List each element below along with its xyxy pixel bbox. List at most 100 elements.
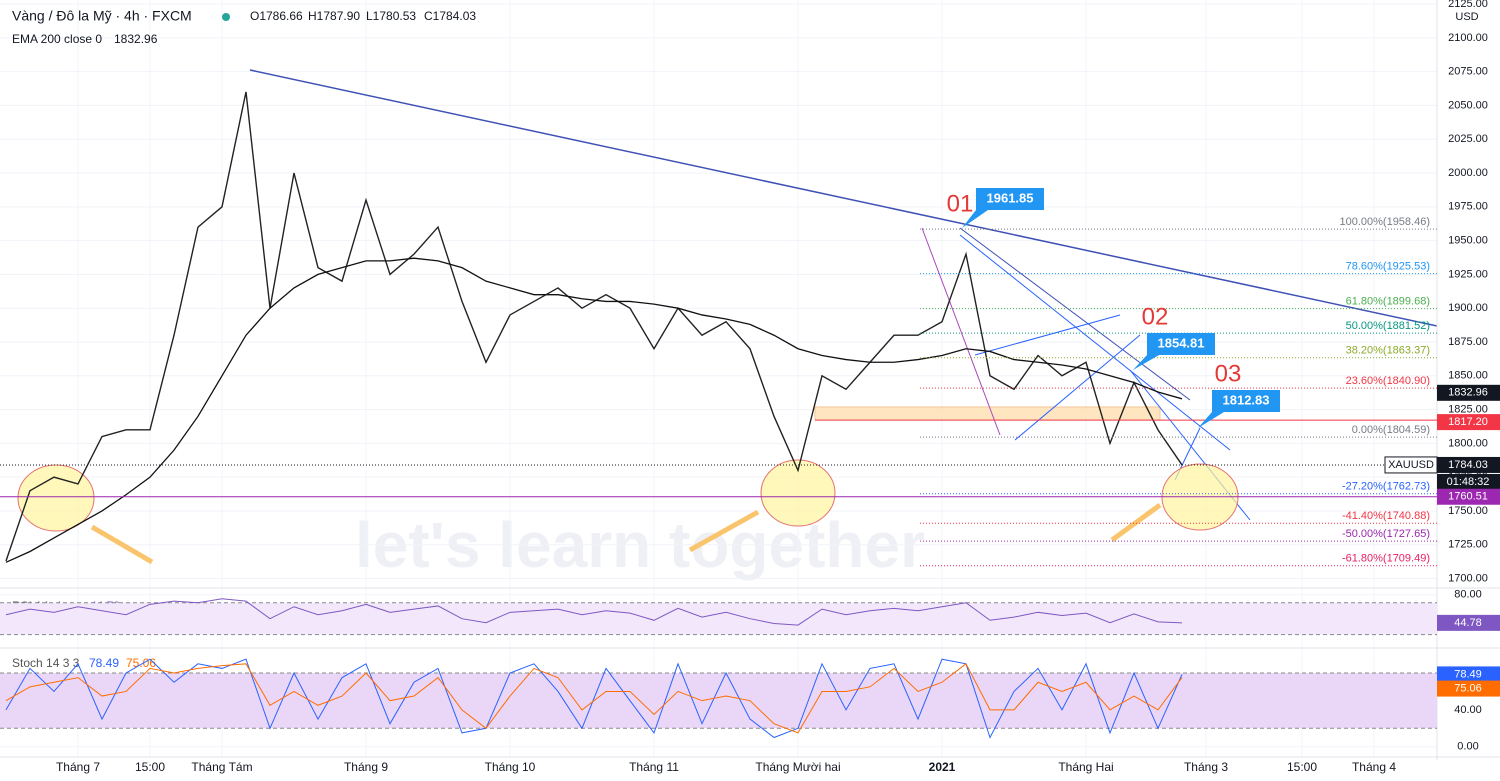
x-tick-label: Tháng Tám bbox=[191, 760, 252, 774]
trendline bbox=[959, 227, 1191, 401]
arrow bbox=[90, 524, 154, 565]
y-tick-label: 40.00 bbox=[1454, 704, 1482, 716]
fib-label: 61.80%(1899.68) bbox=[1346, 296, 1430, 308]
y-tick-label: 2075.00 bbox=[1448, 66, 1488, 78]
ohlc-value: C1784.03 bbox=[424, 9, 476, 23]
y-tick-label: 1900.00 bbox=[1448, 302, 1488, 314]
arrow bbox=[688, 509, 760, 553]
callout-label: 1854.81 bbox=[1158, 335, 1205, 350]
fib-label: -61.80%(1709.49) bbox=[1342, 553, 1430, 565]
currency: USD bbox=[1455, 11, 1478, 23]
fib-label: 23.60%(1840.90) bbox=[1346, 375, 1430, 387]
callout-box bbox=[1198, 390, 1280, 428]
ema-legend: EMA 200 close 0 bbox=[12, 32, 102, 46]
arrow bbox=[959, 234, 1231, 451]
price-tag-label: 1817.20 bbox=[1448, 416, 1488, 428]
arrow bbox=[974, 314, 1121, 356]
x-tick-label: Tháng 11 bbox=[629, 760, 679, 774]
indicator-tag-label: 78.49 bbox=[1454, 668, 1482, 680]
y-tick-label: 1875.00 bbox=[1448, 336, 1488, 348]
zone bbox=[814, 406, 1161, 421]
price-tag bbox=[1437, 456, 1500, 473]
y-tick-label: 1975.00 bbox=[1448, 201, 1488, 213]
y-tick-label: 2050.00 bbox=[1448, 99, 1488, 111]
y-tick-label: 0.00 bbox=[1457, 741, 1478, 753]
x-tick-label: Tháng Mười hai bbox=[755, 760, 840, 774]
price-tag bbox=[1437, 414, 1500, 431]
y-tick-label: 2100.00 bbox=[1448, 32, 1488, 44]
wave-label: 01 bbox=[947, 190, 974, 217]
price-tag-label: 1832.96 bbox=[1448, 387, 1488, 399]
y-tick-label: 1750.00 bbox=[1448, 505, 1488, 517]
callout-box bbox=[962, 188, 1044, 228]
indicator-tag-label: 44.78 bbox=[1454, 617, 1482, 629]
x-tick-label: Tháng 9 bbox=[344, 760, 388, 774]
price-tag bbox=[1437, 384, 1500, 401]
ema-line bbox=[5, 257, 1183, 563]
price-tag-label: 1784.03 bbox=[1448, 459, 1488, 471]
y-tick-label: 2125.00 bbox=[1448, 0, 1488, 10]
highlight-circle bbox=[760, 459, 836, 527]
ohlc-value: O1786.66 bbox=[250, 9, 303, 23]
price-tag-label: 1760.51 bbox=[1448, 491, 1488, 503]
y-tick-label: 1925.00 bbox=[1448, 268, 1488, 280]
y-tick-label: 1950.00 bbox=[1448, 235, 1488, 247]
y-tick-label: 80.00 bbox=[1454, 589, 1482, 601]
y-tick-label: 2000.00 bbox=[1448, 167, 1488, 179]
fib-label: 38.20%(1863.37) bbox=[1346, 345, 1430, 357]
ohlc-value: L1780.53 bbox=[366, 9, 416, 23]
x-tick-label: 15:00 bbox=[1287, 760, 1317, 774]
stoch-line bbox=[5, 663, 1183, 734]
wave-label: 03 bbox=[1215, 360, 1242, 387]
price-axis bbox=[1437, 0, 1500, 760]
fib-label: 50.00%(1881.52) bbox=[1346, 320, 1430, 332]
y-tick-label: 1850.00 bbox=[1448, 370, 1488, 382]
countdown-tag bbox=[1437, 473, 1500, 490]
symbol-label: XAUUSD bbox=[1388, 459, 1434, 471]
callout-label: 1812.83 bbox=[1223, 392, 1270, 407]
fib-label: -27.20%(1762.73) bbox=[1342, 481, 1430, 493]
callout-label: 1961.85 bbox=[987, 190, 1034, 205]
ema-legend-value: 1832.96 bbox=[114, 32, 158, 46]
stoch-legend-k: 78.49 bbox=[89, 656, 119, 670]
y-tick-label: 1700.00 bbox=[1448, 572, 1488, 584]
title: Vàng / Đô la Mỹ · 4h · FXCM bbox=[12, 8, 192, 24]
fib-label: -41.40%(1740.88) bbox=[1342, 510, 1430, 522]
countdown-label: 01:48:32 bbox=[1447, 476, 1490, 488]
fib-label: 0.00%(1804.59) bbox=[1352, 424, 1430, 436]
x-tick-label: Tháng 10 bbox=[485, 760, 536, 774]
x-tick-label: Tháng 7 bbox=[56, 760, 100, 774]
x-tick-label: 2021 bbox=[929, 760, 956, 774]
price-line bbox=[5, 91, 1183, 562]
wave-label: 02 bbox=[1142, 303, 1169, 330]
fib-label: -50.00%(1727.65) bbox=[1342, 528, 1430, 540]
rsi-line bbox=[5, 598, 1183, 626]
indicator-tag bbox=[1437, 614, 1500, 631]
indicator-band bbox=[0, 602, 1437, 635]
stoch-legend: Stoch 14 3 3 bbox=[12, 656, 80, 670]
arrow bbox=[1014, 334, 1141, 441]
stoch-line bbox=[5, 658, 1183, 739]
x-tick-label: Tháng Hai bbox=[1058, 760, 1113, 774]
highlight-circle bbox=[17, 464, 95, 532]
ohlc-value: H1787.90 bbox=[308, 9, 360, 23]
trendline bbox=[249, 69, 1438, 327]
symbol-tag bbox=[1384, 456, 1438, 474]
y-tick-label: 1725.00 bbox=[1448, 539, 1488, 551]
y-tick-label: 2025.00 bbox=[1448, 133, 1488, 145]
trendline bbox=[921, 227, 1001, 436]
indicator-tag bbox=[1437, 666, 1500, 683]
x-tick-label: Tháng 4 bbox=[1352, 760, 1396, 774]
callout-box bbox=[1133, 333, 1215, 370]
price-tag bbox=[1437, 488, 1500, 505]
indicator-band bbox=[0, 673, 1437, 729]
x-tick-label: 15:00 bbox=[135, 760, 165, 774]
y-tick-label: 1800.00 bbox=[1448, 437, 1488, 449]
fib-label: 100.00%(1958.46) bbox=[1339, 216, 1430, 228]
stoch-legend-d: 75.06 bbox=[126, 656, 156, 670]
indicator-tag-label: 75.06 bbox=[1454, 682, 1482, 694]
y-tick-label: 1825.00 bbox=[1448, 403, 1488, 415]
arrow bbox=[1110, 502, 1162, 543]
x-tick-label: Tháng 3 bbox=[1184, 760, 1228, 774]
